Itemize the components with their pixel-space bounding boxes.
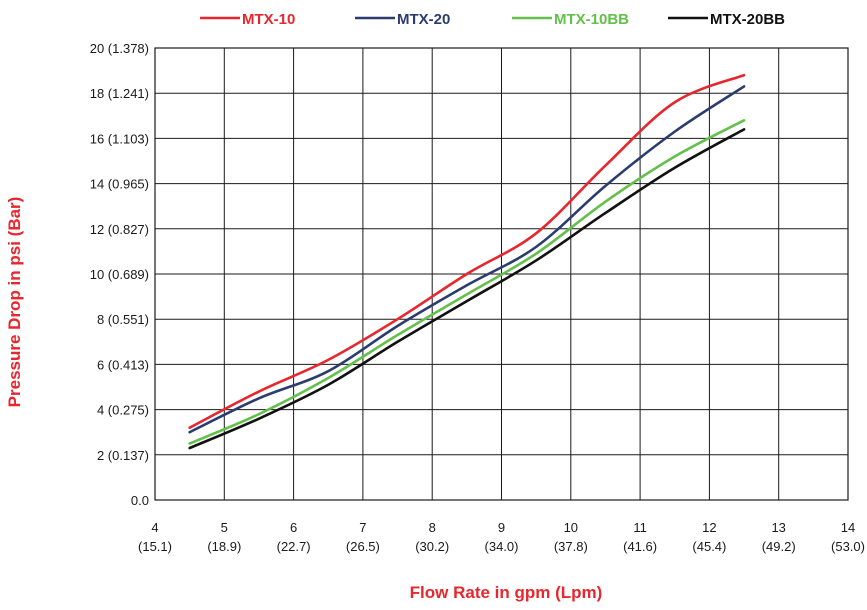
y-tick-label: 2 (0.137) [97, 448, 149, 463]
x-tick-sublabel: (45.4) [692, 539, 726, 554]
x-tick-sublabel: (18.9) [207, 539, 241, 554]
legend-label: MTX-10BB [554, 11, 629, 28]
y-tick-label: 0.0 [131, 493, 149, 508]
grid [154, 47, 849, 501]
x-tick-label: 6 [290, 520, 297, 535]
y-tick-label: 8 (0.551) [97, 312, 149, 327]
y-tick-label: 16 (1.103) [90, 131, 149, 146]
y-tick-label: 20 (1.378) [90, 41, 149, 56]
legend-label: MTX-10 [242, 11, 295, 28]
x-axis-title: Flow Rate in gpm (Lpm) [410, 583, 603, 602]
x-tick-sublabel: (30.2) [415, 539, 449, 554]
x-tick-labels: 4 (15.1) 5 (18.9) 6 (22.7) 7 (26.5) 8 (30.2) 9 (34.… [138, 520, 865, 554]
legend-label: MTX-20 [397, 11, 450, 28]
x-tick-sublabel: (26.5) [346, 539, 380, 554]
x-tick-label: 7 [359, 520, 366, 535]
x-tick-label: 12 [702, 520, 716, 535]
y-tick-label: 12 (0.827) [90, 222, 149, 237]
y-axis-title: Pressure Drop in psi (Bar) [5, 197, 24, 408]
x-tick-label: 10 [564, 520, 578, 535]
series-lines [188, 73, 746, 450]
y-tick-label: 14 (0.965) [90, 177, 149, 192]
x-tick-sublabel: (34.0) [485, 539, 519, 554]
legend-label: MTX-20BB [710, 11, 785, 28]
x-tick-sublabel: (41.6) [623, 539, 657, 554]
series-line-mtx-20 [188, 85, 746, 434]
plot-frame [154, 47, 849, 501]
series-line-mtx-10bb [188, 119, 746, 445]
x-tick-label: 8 [429, 520, 436, 535]
y-tick-label: 4 (0.275) [97, 403, 149, 418]
x-tick-label: 13 [771, 520, 785, 535]
x-tick-sublabel: (37.8) [554, 539, 588, 554]
x-tick-label: 14 [841, 520, 855, 535]
y-tick-label: 18 (1.241) [90, 86, 149, 101]
series-line-mtx-20bb [188, 128, 746, 450]
x-tick-sublabel: (15.1) [138, 539, 172, 554]
y-tick-label: 10 (0.689) [90, 267, 149, 282]
x-tick-sublabel: (22.7) [277, 539, 311, 554]
x-tick-label: 11 [633, 520, 647, 535]
x-tick-sublabel: (49.2) [762, 539, 796, 554]
x-tick-label: 5 [221, 520, 228, 535]
y-tick-labels: 0.0 2 (0.137) 4 (0.275) 6 (0.413) 8 (0.551) 1… [90, 41, 149, 508]
x-tick-label: 4 [151, 520, 158, 535]
legend: MTX-10 MTX-20 MTX-10BB MTX-20BB [200, 11, 785, 28]
series-line-mtx-10 [188, 73, 746, 429]
x-tick-sublabel: (53.0) [831, 539, 865, 554]
x-tick-label: 9 [498, 520, 505, 535]
y-tick-label: 6 (0.413) [97, 357, 149, 372]
